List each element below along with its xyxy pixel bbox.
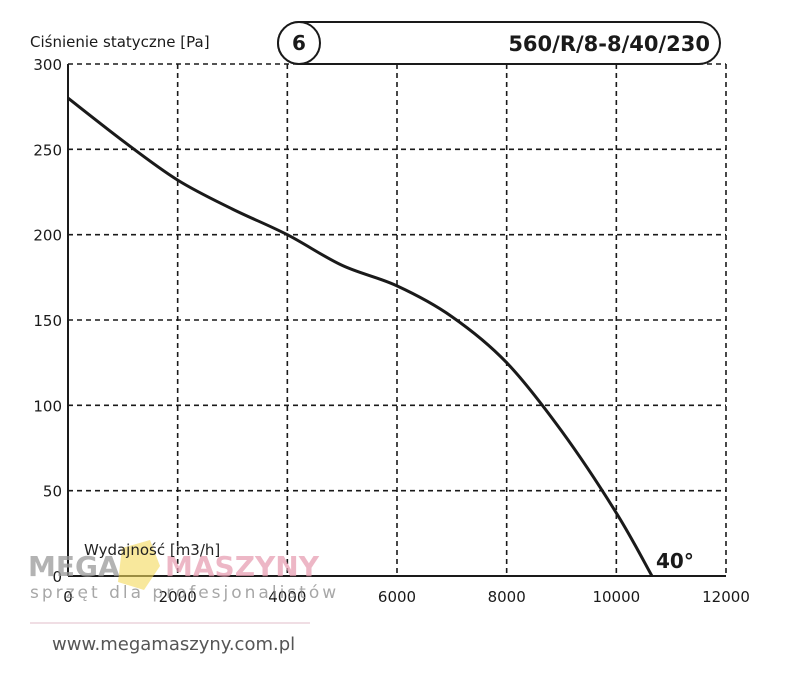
x-tick-label: 2000: [159, 588, 197, 606]
x-tick-label: 12000: [702, 588, 750, 606]
x-tick-label: 6000: [378, 588, 416, 606]
y-tick-label: 250: [33, 141, 62, 159]
y-tick-label: 0: [52, 568, 62, 586]
blade-angle-label: 40°: [656, 549, 694, 573]
watermark-tagline: sprzęt dla profesjonalistów: [30, 583, 339, 603]
y-tick-label: 300: [33, 56, 62, 74]
y-tick-label: 200: [33, 227, 62, 245]
grid: [68, 63, 727, 576]
watermark-brand-right: MASZYNY: [165, 550, 320, 583]
watermark-logo-icon: [118, 540, 160, 590]
y-axis-label: Ciśnienie statyczne [Pa]: [30, 33, 210, 51]
x-tick-label: 10000: [592, 588, 640, 606]
x-tick-labels: 0 2000 4000 6000 8000 10000 12000: [63, 588, 750, 606]
watermark-url: www.megamaszyny.com.pl: [52, 634, 295, 655]
x-tick-label: 4000: [268, 588, 306, 606]
y-tick-label: 100: [33, 397, 62, 415]
curve-number-circle: [277, 21, 321, 65]
axes: [67, 64, 726, 577]
y-tick-label: 150: [33, 312, 62, 330]
model-label: 560/R/8-8/40/230: [508, 32, 710, 56]
y-tick-label: 50: [43, 483, 62, 501]
x-tick-label: 0: [63, 588, 73, 606]
curve-number: 6: [292, 31, 306, 55]
x-tick-label: 8000: [488, 588, 526, 606]
performance-curve: [67, 96, 654, 577]
x-axis-label: Wydajność [m3/h]: [84, 541, 220, 559]
watermark-brand-left: MEGA: [28, 550, 120, 583]
watermark: MEGA MASZYNY sprzęt dla profesjonalistów: [28, 540, 339, 624]
y-tick-labels: 0 50 100 150 200 250 300: [33, 56, 62, 586]
